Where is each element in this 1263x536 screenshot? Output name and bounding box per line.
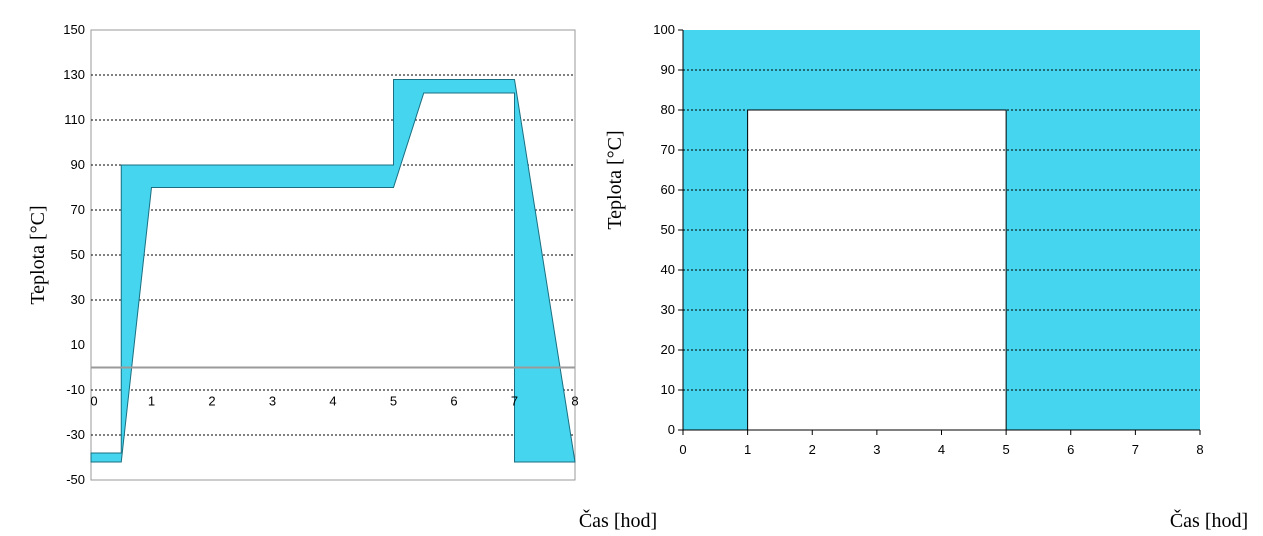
chart-left-xtick: 0 <box>90 394 97 409</box>
chart-left-ytick: -30 <box>66 427 85 442</box>
chart-left-xtick: 8 <box>571 394 578 409</box>
chart-right-xlabel: Čas [hod] <box>1170 508 1248 532</box>
chart-left-xtick: 6 <box>450 394 457 409</box>
chart-left-ytick: 130 <box>63 67 85 82</box>
chart-left-ytick: 70 <box>71 202 85 217</box>
chart-left-xtick: 2 <box>208 394 215 409</box>
chart-right-ytick: 70 <box>661 142 675 157</box>
chart-right-ytick: 90 <box>661 62 675 77</box>
chart-left-ylabel: Teplota [°C] <box>27 205 49 304</box>
chart-right-xtick: 4 <box>938 442 945 457</box>
chart-left-xtick: 5 <box>390 394 397 409</box>
chart-left-xtick: 1 <box>148 394 155 409</box>
chart-left-ytick: 150 <box>63 22 85 37</box>
chart-right-xtick: 6 <box>1067 442 1074 457</box>
chart-right-xtick: 7 <box>1132 442 1139 457</box>
chart-right: 0 10 20 30 40 50 60 70 80 90 100 0 1 2 3 4 5 6 7 8 <box>653 22 1203 457</box>
chart-left-ytick: 90 <box>71 157 85 172</box>
chart-left-ytick: -10 <box>66 382 85 397</box>
chart-left-tolerance-band <box>90 79 576 463</box>
chart-right-xtick: 8 <box>1196 442 1203 457</box>
chart-left-ytick: 30 <box>71 292 85 307</box>
chart-left-xtick: 7 <box>511 394 518 409</box>
chart-right-xtick: 5 <box>1003 442 1010 457</box>
chart-right-ytick: 50 <box>661 222 675 237</box>
chart-right-ytick: 40 <box>661 262 675 277</box>
chart-right-ytick: 80 <box>661 102 675 117</box>
chart-right-xtick: 3 <box>873 442 880 457</box>
chart-right-ytick: 0 <box>668 422 675 437</box>
chart-left: -50 -30 -10 10 30 50 70 90 110 130 150 0 1 2 3 4 5 6 7 8 <box>63 22 578 487</box>
chart-right-xtick: 0 <box>679 442 686 457</box>
chart-left-ytick: -50 <box>66 472 85 487</box>
chart-right-ytick: 60 <box>661 182 675 197</box>
chart-left-xlabel: Čas [hod] <box>579 508 657 532</box>
chart-right-ylabel: Teplota [°C] <box>604 130 626 229</box>
chart-left-ytick: 10 <box>71 337 85 352</box>
chart-right-ytick: 100 <box>653 22 675 37</box>
chart-left-xtick: 4 <box>329 394 336 409</box>
chart-left-ytick: 50 <box>71 247 85 262</box>
chart-right-ytick: 30 <box>661 302 675 317</box>
chart-right-xtick: 2 <box>809 442 816 457</box>
chart-right-ytick: 10 <box>661 382 675 397</box>
chart-left-ytick: 110 <box>64 112 85 127</box>
chart-left-xtick: 3 <box>269 394 276 409</box>
chart-right-ytick: 20 <box>661 342 675 357</box>
chart-right-xtick: 1 <box>744 442 751 457</box>
